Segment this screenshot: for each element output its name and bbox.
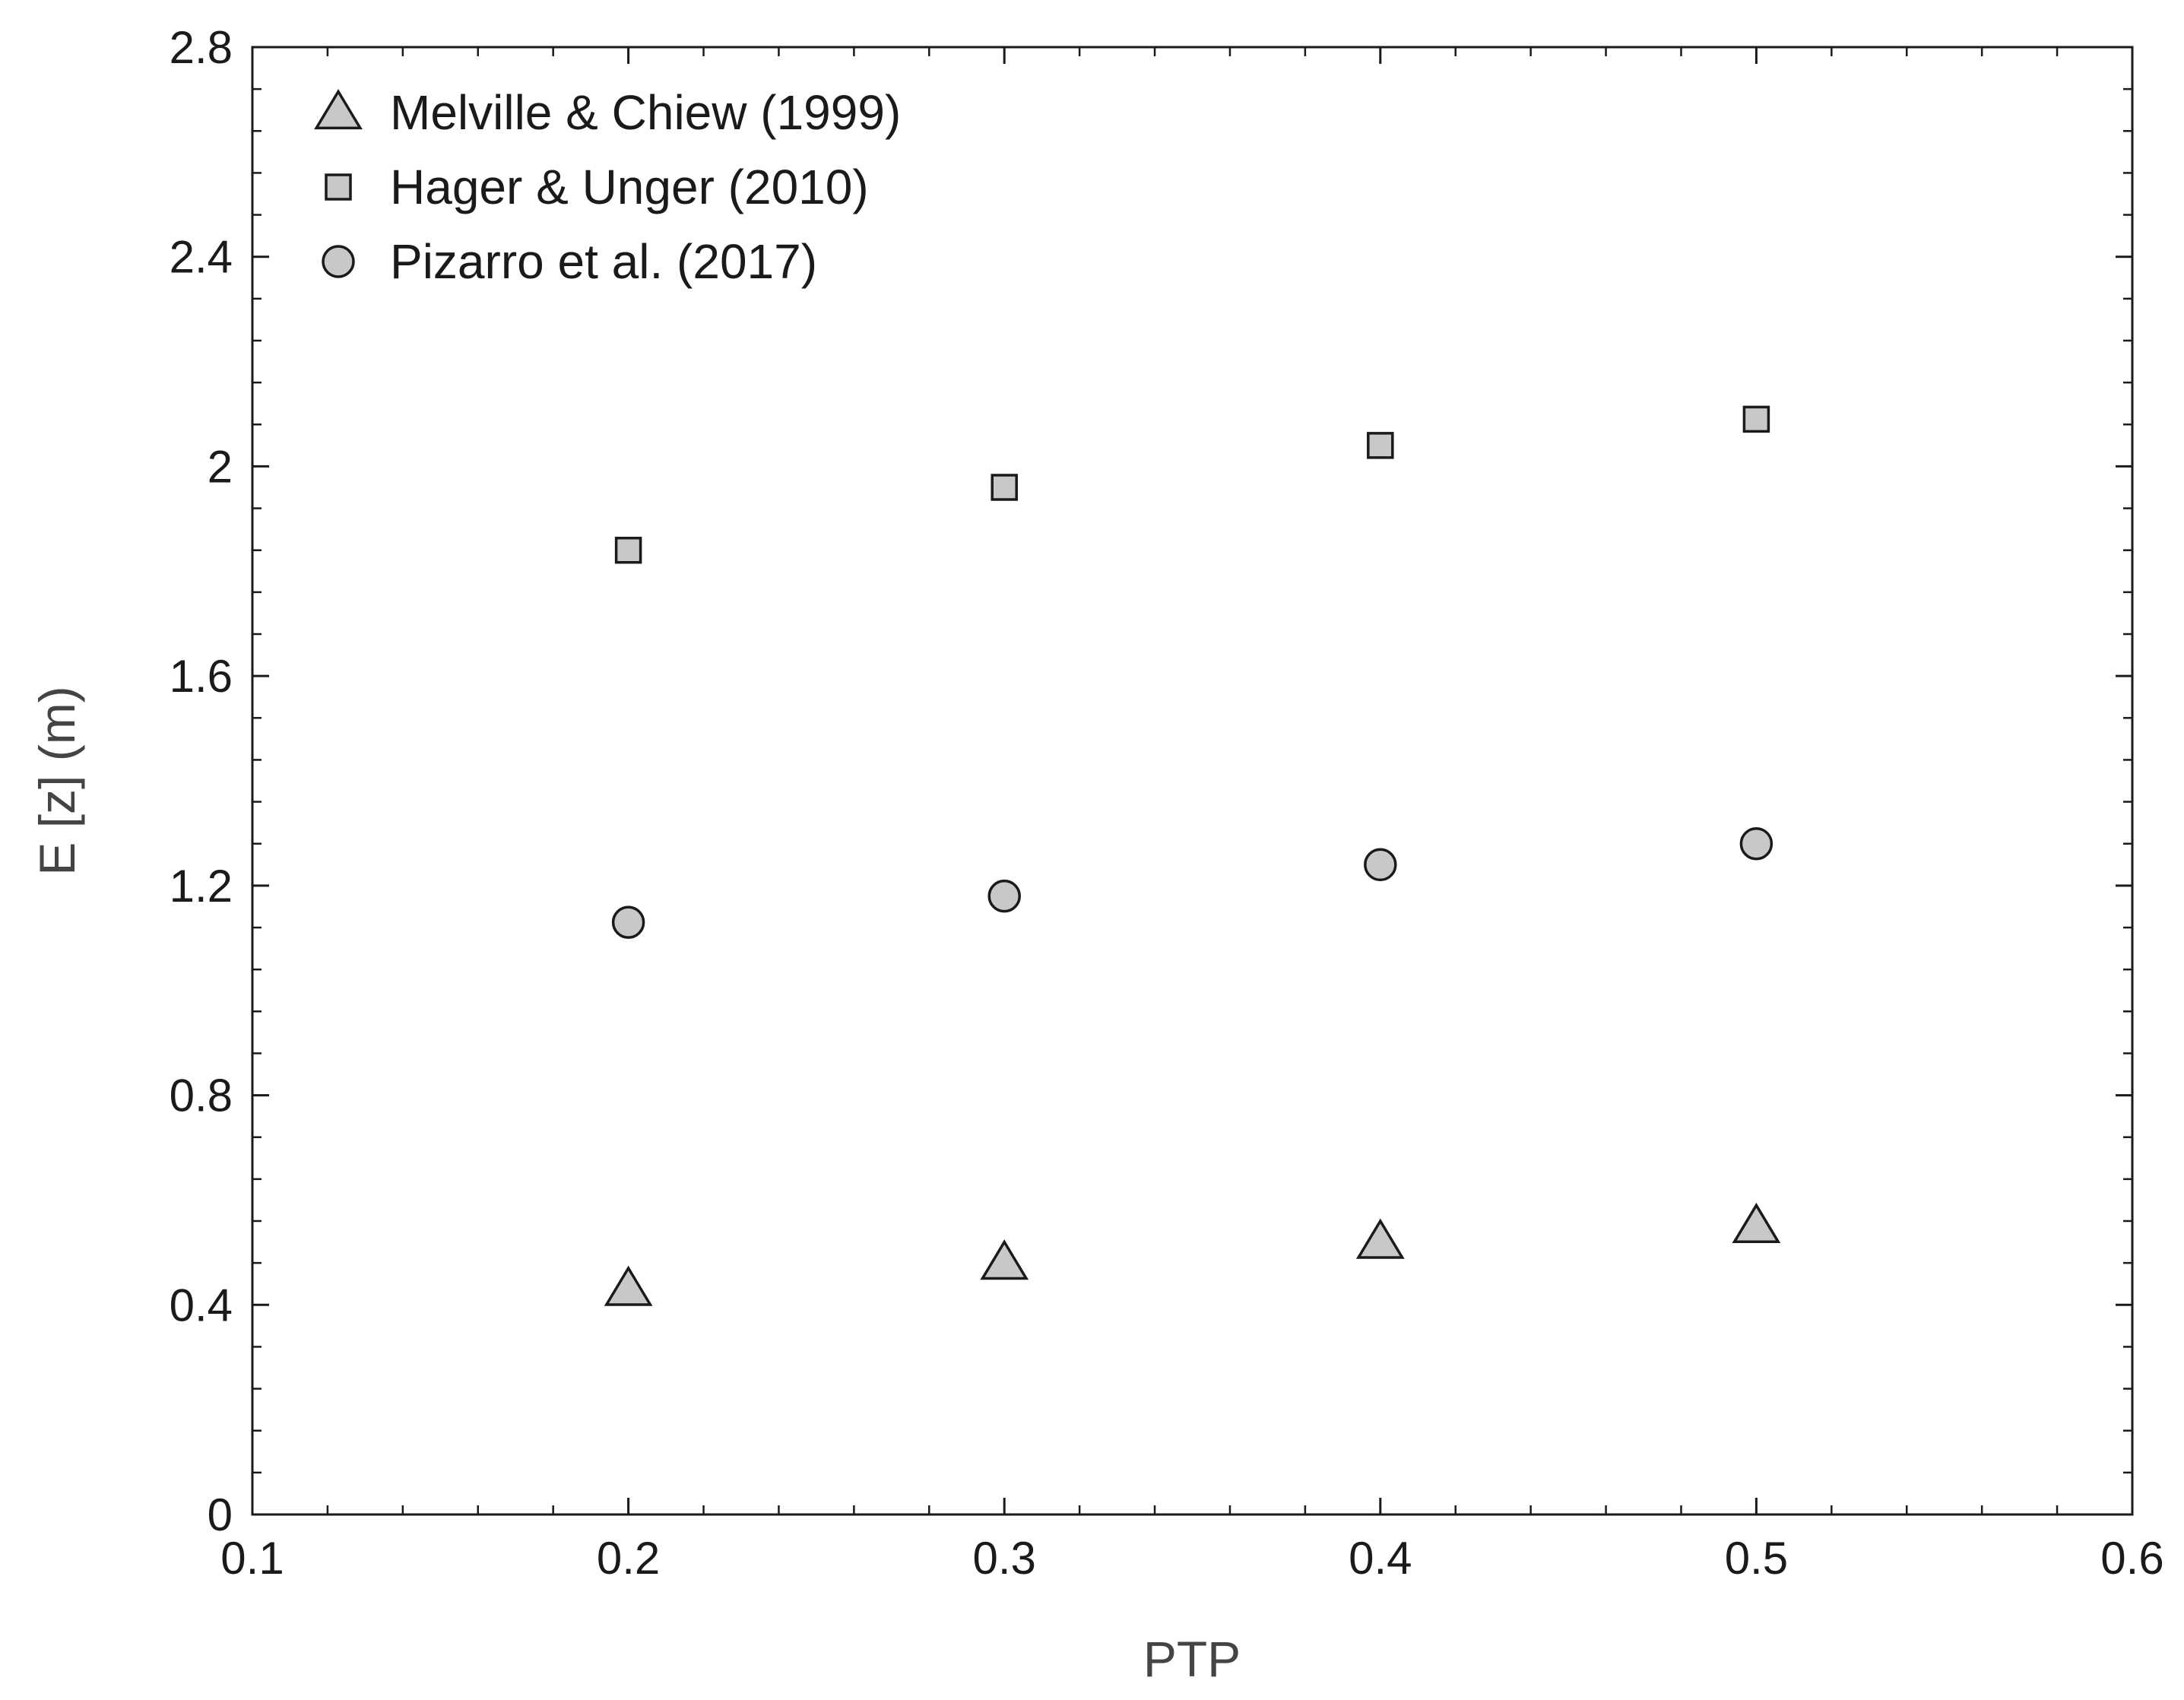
y-tick-label: 0.4 bbox=[170, 1280, 233, 1331]
y-tick-label: 1.2 bbox=[170, 861, 233, 912]
triangle-data-point bbox=[980, 1239, 1029, 1280]
x-tick-label: 0.3 bbox=[972, 1533, 1035, 1584]
y-tick-label: 2.4 bbox=[170, 232, 233, 283]
square-data-point bbox=[1742, 405, 1770, 433]
circle-data-point bbox=[1739, 826, 1774, 861]
circle-data-point bbox=[1364, 848, 1397, 882]
legend-square-marker bbox=[325, 173, 352, 201]
y-tick-label: 2.8 bbox=[170, 22, 233, 73]
data-points bbox=[604, 405, 1781, 1306]
legend-label: Pizarro et al. (2017) bbox=[390, 234, 817, 289]
y-axis-title: E [z] (m) bbox=[29, 686, 85, 875]
legend: Melville & Chiew (1999) Hager & Unger (20… bbox=[314, 85, 901, 289]
x-tick-label: 0.1 bbox=[220, 1533, 284, 1584]
legend-label: Melville & Chiew (1999) bbox=[390, 85, 901, 140]
y-tick-labels: 0 0.4 0.8 1.2 1.6 2 2.4 2.8 bbox=[170, 22, 233, 1540]
x-tick-labels: 0.1 0.2 0.3 0.4 0.5 0.6 bbox=[220, 1533, 2163, 1584]
x-axis-title: PTP bbox=[1143, 1631, 1241, 1687]
triangle-data-point bbox=[1732, 1202, 1781, 1244]
major-ticks bbox=[251, 46, 2134, 1516]
x-tick-label: 0.6 bbox=[2100, 1533, 2163, 1584]
square-data-point bbox=[1367, 432, 1394, 459]
x-tick-label: 0.2 bbox=[597, 1533, 660, 1584]
square-data-point bbox=[991, 474, 1018, 501]
minor-ticks bbox=[252, 47, 2132, 1514]
legend-circle-marker bbox=[322, 245, 355, 278]
triangle-data-point bbox=[604, 1265, 653, 1306]
x-tick-label: 0.5 bbox=[1725, 1533, 1788, 1584]
y-tick-label: 0 bbox=[208, 1489, 233, 1540]
triangle-data-point bbox=[1355, 1218, 1405, 1259]
x-tick-label: 0.4 bbox=[1349, 1533, 1412, 1584]
y-tick-label: 0.8 bbox=[170, 1070, 233, 1121]
plot-area bbox=[251, 46, 2134, 1516]
circle-data-point bbox=[611, 906, 645, 939]
legend-triangle-marker bbox=[314, 88, 363, 130]
y-tick-label: 2 bbox=[208, 441, 233, 492]
circle-data-point bbox=[987, 879, 1021, 913]
legend-label: Hager & Unger (2010) bbox=[390, 160, 869, 214]
square-data-point bbox=[614, 536, 642, 564]
y-tick-label: 1.6 bbox=[170, 651, 233, 702]
